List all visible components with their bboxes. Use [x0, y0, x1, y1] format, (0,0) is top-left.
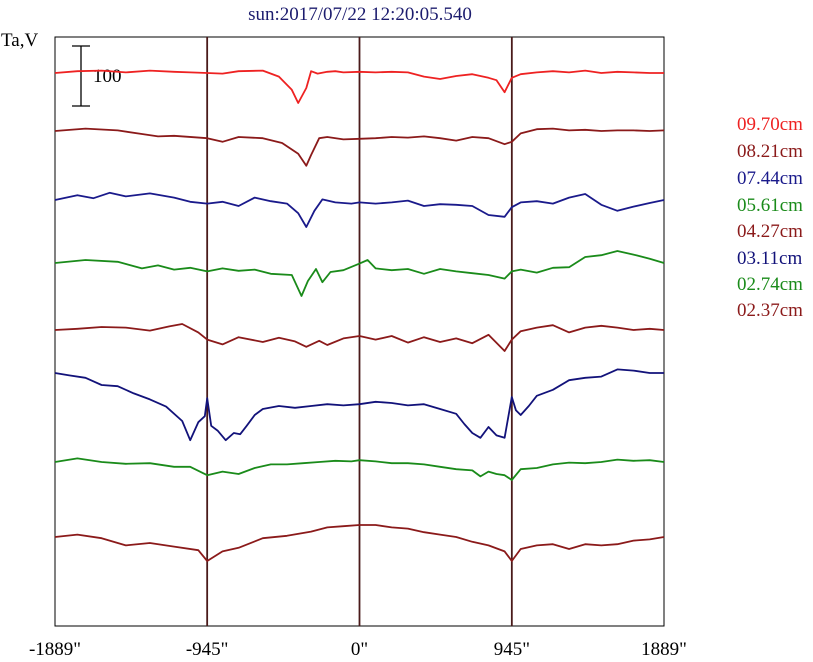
legend-item-5: 03.11cm: [737, 248, 802, 269]
x-tick-label-1: -945": [186, 639, 229, 660]
series-line-3: [54, 250, 665, 297]
series-line-4: [54, 323, 665, 352]
legend: 09.70cm 08.21cm 07.44cm 05.61cm 04.27cm 03.11…: [737, 114, 803, 321]
legend-item-3: 05.61cm: [737, 195, 803, 216]
x-tick-label-0: -1889": [29, 639, 81, 660]
series-line-6: [54, 457, 665, 481]
legend-item-1: 08.21cm: [737, 141, 803, 162]
legend-item-0: 09.70cm: [737, 114, 803, 135]
series-line-7: [54, 524, 665, 562]
chart-title: sun:2017/07/22 12:20:05.540: [248, 4, 472, 25]
vertical-marker-lines: [206, 37, 513, 626]
x-tick-label-2: 0": [351, 639, 368, 660]
x-tick-label-4: 1889": [641, 639, 687, 660]
x-tick-labels: -1889" -945" 0" 945" 1889": [29, 639, 687, 660]
series-line-2: [54, 191, 665, 228]
series-line-0: [54, 69, 664, 104]
series-line-5: [54, 368, 664, 442]
series-line-1: [54, 127, 665, 167]
legend-item-7: 02.37cm: [737, 300, 803, 321]
scale-bar: 100: [72, 45, 122, 107]
y-axis-label: Ta,V: [1, 30, 38, 51]
legend-item-6: 02.74cm: [737, 274, 803, 295]
legend-item-4: 04.27cm: [737, 221, 803, 242]
scale-bar-label: 100: [93, 66, 122, 87]
legend-item-2: 07.44cm: [737, 168, 803, 189]
x-tick-label-3: 945": [494, 639, 530, 660]
series-lines: [54, 69, 665, 562]
